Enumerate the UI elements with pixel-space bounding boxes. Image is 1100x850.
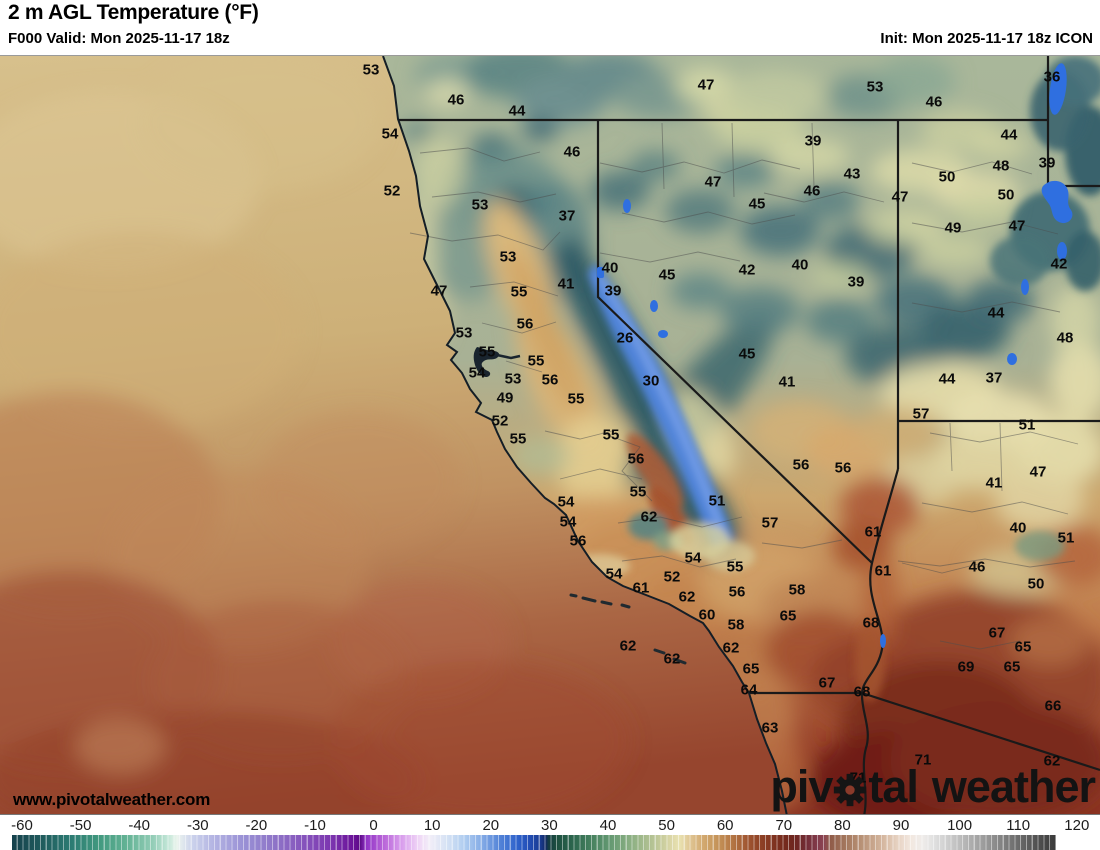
- init-time: Init: Mon 2025-11-17 18z ICON: [880, 30, 1093, 47]
- colorbar-tick: -30: [186, 817, 209, 834]
- logo-text-piv: piv: [770, 761, 833, 812]
- gear-icon: [834, 773, 867, 806]
- colorbar-tick: 110: [1006, 817, 1031, 834]
- colorbar-tick: 80: [834, 817, 851, 834]
- colorbar-tick: 40: [599, 817, 617, 834]
- colorbar-tick: -10: [304, 817, 326, 834]
- temperature-map[interactable]: [0, 55, 1100, 815]
- colorbar-tick: 20: [482, 817, 500, 834]
- colorbar-tick: 50: [658, 817, 675, 834]
- colorbar-tick: 120: [1064, 817, 1090, 834]
- colorbar-tick: -60: [11, 817, 33, 834]
- colorbar-tick: -20: [245, 817, 268, 834]
- colorbar-tick: -50: [69, 817, 92, 834]
- colorbar-tick: 90: [892, 817, 910, 834]
- colorbar-tick: 70: [775, 817, 793, 834]
- page-title: 2 m AGL Temperature (°F): [8, 1, 259, 24]
- colorbar-tick: 0: [369, 817, 378, 834]
- logo-text-tal: tal: [868, 761, 919, 812]
- colorbar-tick: 100: [947, 817, 973, 834]
- colorbar-ticks: -60 -50 -40 -30 -20 -10 0 10 20 30 40 50 60 70 80 90 100…: [0, 817, 1100, 834]
- watermark: www.pivotalweather.com: [13, 790, 211, 809]
- colorbar-tick: 30: [541, 817, 558, 834]
- logo-text-weather: weather: [931, 761, 1096, 812]
- colorbar-tick: 60: [716, 817, 734, 834]
- pivotal-weather-logo: piv tal weather: [770, 761, 1096, 812]
- colorbar: [12, 835, 1056, 850]
- valid-time: F000 Valid: Mon 2025-11-17 18z: [8, 30, 230, 47]
- colorbar-tick: -40: [128, 817, 151, 834]
- colorbar-tick: 10: [423, 817, 441, 834]
